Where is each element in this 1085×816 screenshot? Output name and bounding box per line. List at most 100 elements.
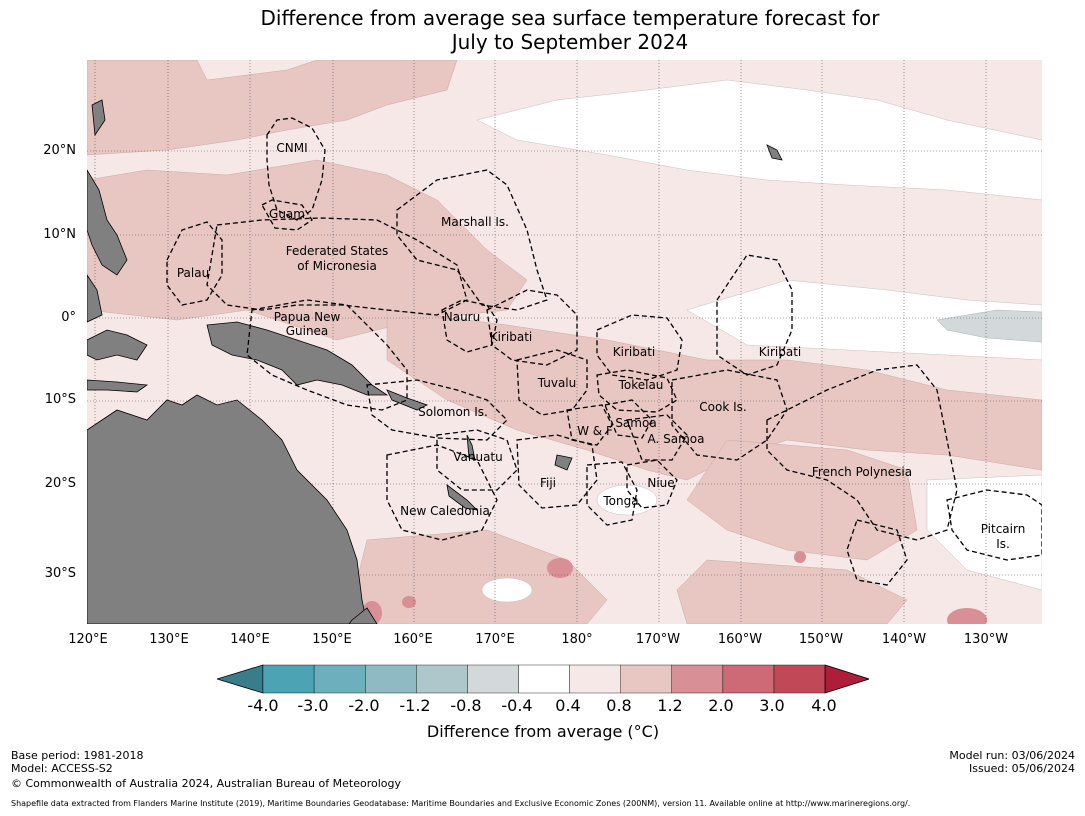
lon-label-150e: 150°E xyxy=(312,632,352,647)
lon-label-120e: 120°E xyxy=(68,632,108,647)
eez-french-polynesia xyxy=(766,364,958,541)
eez-marshall xyxy=(396,169,548,311)
warm-area-north-band xyxy=(87,60,458,156)
fiji-islands xyxy=(554,454,573,471)
colorbar-segment xyxy=(313,664,366,694)
lat-label-20s: 20°S xyxy=(44,476,76,491)
colorbar-tick-label: 3.0 xyxy=(759,696,785,715)
eez-kiribati-west xyxy=(486,289,578,366)
taiwan-land xyxy=(91,99,106,137)
new-caledonia-land xyxy=(446,484,479,511)
label-nauru: Nauru xyxy=(444,310,480,324)
label-niue: Niue xyxy=(647,476,674,490)
label-png-line1: Papua New xyxy=(274,310,341,324)
copyright: © Commonwealth of Australia 2024, Austra… xyxy=(11,777,401,790)
colorbar-tick-label: -1.2 xyxy=(399,696,431,715)
borneo-land xyxy=(87,274,103,323)
sst-anomaly-map: CNMI Guam Marshall Is. Federated States … xyxy=(87,60,1042,624)
footer-left: Base period: 1981-2018 Model: ACCESS-S2 … xyxy=(11,749,401,790)
lon-label-170e: 170°E xyxy=(475,632,515,647)
colorbar-tick-label: -2.0 xyxy=(348,696,380,715)
colorbar-tick-label: -4.0 xyxy=(247,696,279,715)
base-period: Base period: 1981-2018 xyxy=(11,749,144,762)
label-kiribati-east: Kiribati xyxy=(759,345,801,359)
lon-label-180: 180° xyxy=(561,632,593,647)
model-run: Model run: 03/06/2024 xyxy=(949,749,1075,762)
eez-cook-islands xyxy=(671,369,788,461)
label-cook-islands: Cook Is. xyxy=(699,400,746,414)
issued-date: Issued: 05/06/2024 xyxy=(968,762,1075,775)
colorbar-segment xyxy=(569,664,621,694)
label-png-line2: Guinea xyxy=(286,324,329,338)
warm-area-west-pacific xyxy=(87,159,528,341)
title-line-2: July to September 2024 xyxy=(451,30,689,54)
indonesia-islands xyxy=(87,329,148,361)
new-guinea-land xyxy=(206,321,389,396)
colorbar-tick-label: 1.2 xyxy=(657,696,683,715)
eez-vanuatu xyxy=(436,429,518,491)
eez-kiribati-east xyxy=(716,254,793,376)
colorbar-tick-label: -0.4 xyxy=(501,696,533,715)
label-fsm-line1: Federated States xyxy=(286,244,388,258)
lon-label-160w: 160°W xyxy=(717,632,763,647)
lon-label-140w: 140°W xyxy=(881,632,927,647)
colorbar-extend-low xyxy=(217,664,264,694)
timor-land xyxy=(87,379,149,393)
eez-american-samoa xyxy=(626,414,688,461)
lon-label-150w: 150°W xyxy=(798,632,844,647)
colorbar-title: Difference from average (°C) xyxy=(426,722,660,741)
australia-land xyxy=(87,394,368,624)
eez-tokelau xyxy=(596,369,678,413)
footer-right: Model run: 03/06/2024 Issued: 05/06/2024 xyxy=(949,749,1075,775)
label-samoa: Samoa xyxy=(615,416,656,430)
eez-png xyxy=(246,299,408,411)
colorbar-segment xyxy=(620,664,673,694)
eez-wallis-futuna xyxy=(566,404,613,446)
eez-palau xyxy=(166,221,223,306)
colorbar-tick-label: 2.0 xyxy=(708,696,734,715)
lat-label-30s: 30°S xyxy=(44,566,76,581)
lon-label-130w: 130°W xyxy=(963,632,1009,647)
label-french-polynesia: French Polynesia xyxy=(812,465,912,479)
lon-label-130e: 130°E xyxy=(149,632,189,647)
neutral-area-south-east xyxy=(926,474,1042,591)
label-solomon-islands: Solomon Is. xyxy=(418,405,488,419)
label-kiribati-central: Kiribati xyxy=(613,345,655,359)
eez-tonga xyxy=(586,461,638,526)
lat-label-10n: 10°N xyxy=(43,227,76,242)
map-title: Difference from average sea surface temp… xyxy=(0,6,1085,54)
hawaii-land xyxy=(766,144,783,161)
colorbar-segment xyxy=(262,664,315,694)
label-wallis-futuna: W & F xyxy=(577,424,613,438)
shapefile-source: Shapefile data extracted from Flanders M… xyxy=(11,799,911,808)
label-fsm-line2: of Micronesia xyxy=(297,259,377,273)
lon-label-140e: 140°E xyxy=(230,632,270,647)
label-tuvalu: Tuvalu xyxy=(537,376,577,390)
colorbar-tick-label: 4.0 xyxy=(811,696,837,715)
colorbar-segment xyxy=(416,664,468,694)
new-zealand-south-tip xyxy=(348,607,378,624)
eez-boundaries xyxy=(166,117,1042,586)
eez-kiribati-central xyxy=(596,314,683,381)
label-vanuatu: Vanuatu xyxy=(453,450,503,464)
colorbar-extend-high xyxy=(824,664,869,694)
label-pitcairn-line2: Is. xyxy=(996,537,1010,551)
warm-area-equatorial-band xyxy=(386,309,1042,481)
land-masses xyxy=(87,99,783,624)
philippines-land xyxy=(87,169,128,276)
neutral-area-north-east xyxy=(476,79,1042,201)
label-palau: Palau xyxy=(177,266,209,280)
solomon-islands xyxy=(386,389,429,411)
colorbar-segment xyxy=(773,664,826,694)
eez-kermadec-south xyxy=(846,519,908,586)
colorbar-tick-label: 0.8 xyxy=(606,696,632,715)
model-name: Model: ACCESS-S2 xyxy=(11,762,113,775)
map-canvas: CNMI Guam Marshall Is. Federated States … xyxy=(87,60,1042,624)
eez-nauru xyxy=(441,299,498,353)
lat-label-20n: 20°N xyxy=(43,143,76,158)
neutral-patch xyxy=(481,577,533,603)
strong-warm-patch xyxy=(794,551,806,563)
strong-warm-patch xyxy=(947,608,987,624)
eez-tuvalu xyxy=(516,349,588,416)
lon-label-170w: 170°W xyxy=(635,632,681,647)
